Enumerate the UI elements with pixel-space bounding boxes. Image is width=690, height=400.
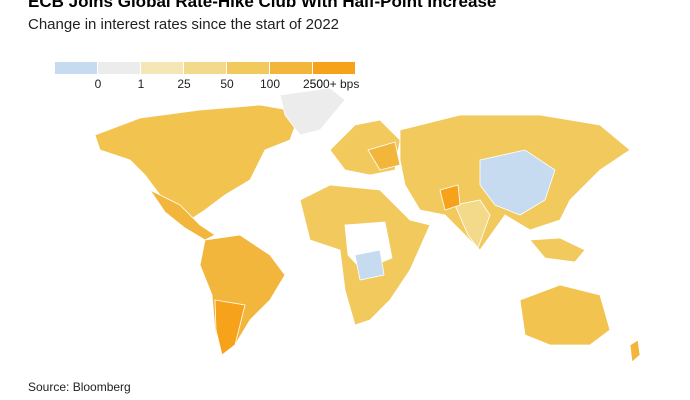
- greenland: [279, 87, 346, 136]
- india: [454, 199, 491, 249]
- legend-swatch: [184, 62, 226, 74]
- australia: [519, 284, 611, 346]
- eastern-europe: [367, 141, 401, 171]
- subtitle: Change in interest rates since the start…: [28, 16, 340, 33]
- legend-label: 250: [303, 77, 323, 91]
- central-america: [148, 188, 216, 241]
- legend-label: 1: [138, 77, 145, 91]
- legend-swatch: [55, 62, 97, 74]
- north-america: [94, 104, 301, 221]
- china: [479, 149, 556, 216]
- legend-label: 100: [260, 77, 280, 91]
- legend-swatch: [313, 62, 355, 74]
- world-map: [94, 87, 641, 363]
- south-america: [199, 234, 286, 356]
- congo: [354, 249, 385, 281]
- title: ECB Joins Global Rate-Hike Club With Hal…: [28, 0, 497, 11]
- legend-label: 500+ bps: [310, 77, 360, 91]
- legend-swatch: [98, 62, 140, 74]
- pakistan: [439, 184, 461, 211]
- southeast-asia: [529, 237, 586, 263]
- legend-label: 25: [177, 77, 191, 91]
- new-zealand: [629, 339, 641, 363]
- legend-label: 50: [220, 77, 234, 91]
- legend-swatch: [227, 62, 269, 74]
- legend-label: 0: [95, 77, 102, 91]
- legend-swatch: [270, 62, 312, 74]
- argentina: [214, 299, 246, 356]
- source: Source: Bloomberg: [28, 380, 131, 394]
- legend-swatch: [141, 62, 183, 74]
